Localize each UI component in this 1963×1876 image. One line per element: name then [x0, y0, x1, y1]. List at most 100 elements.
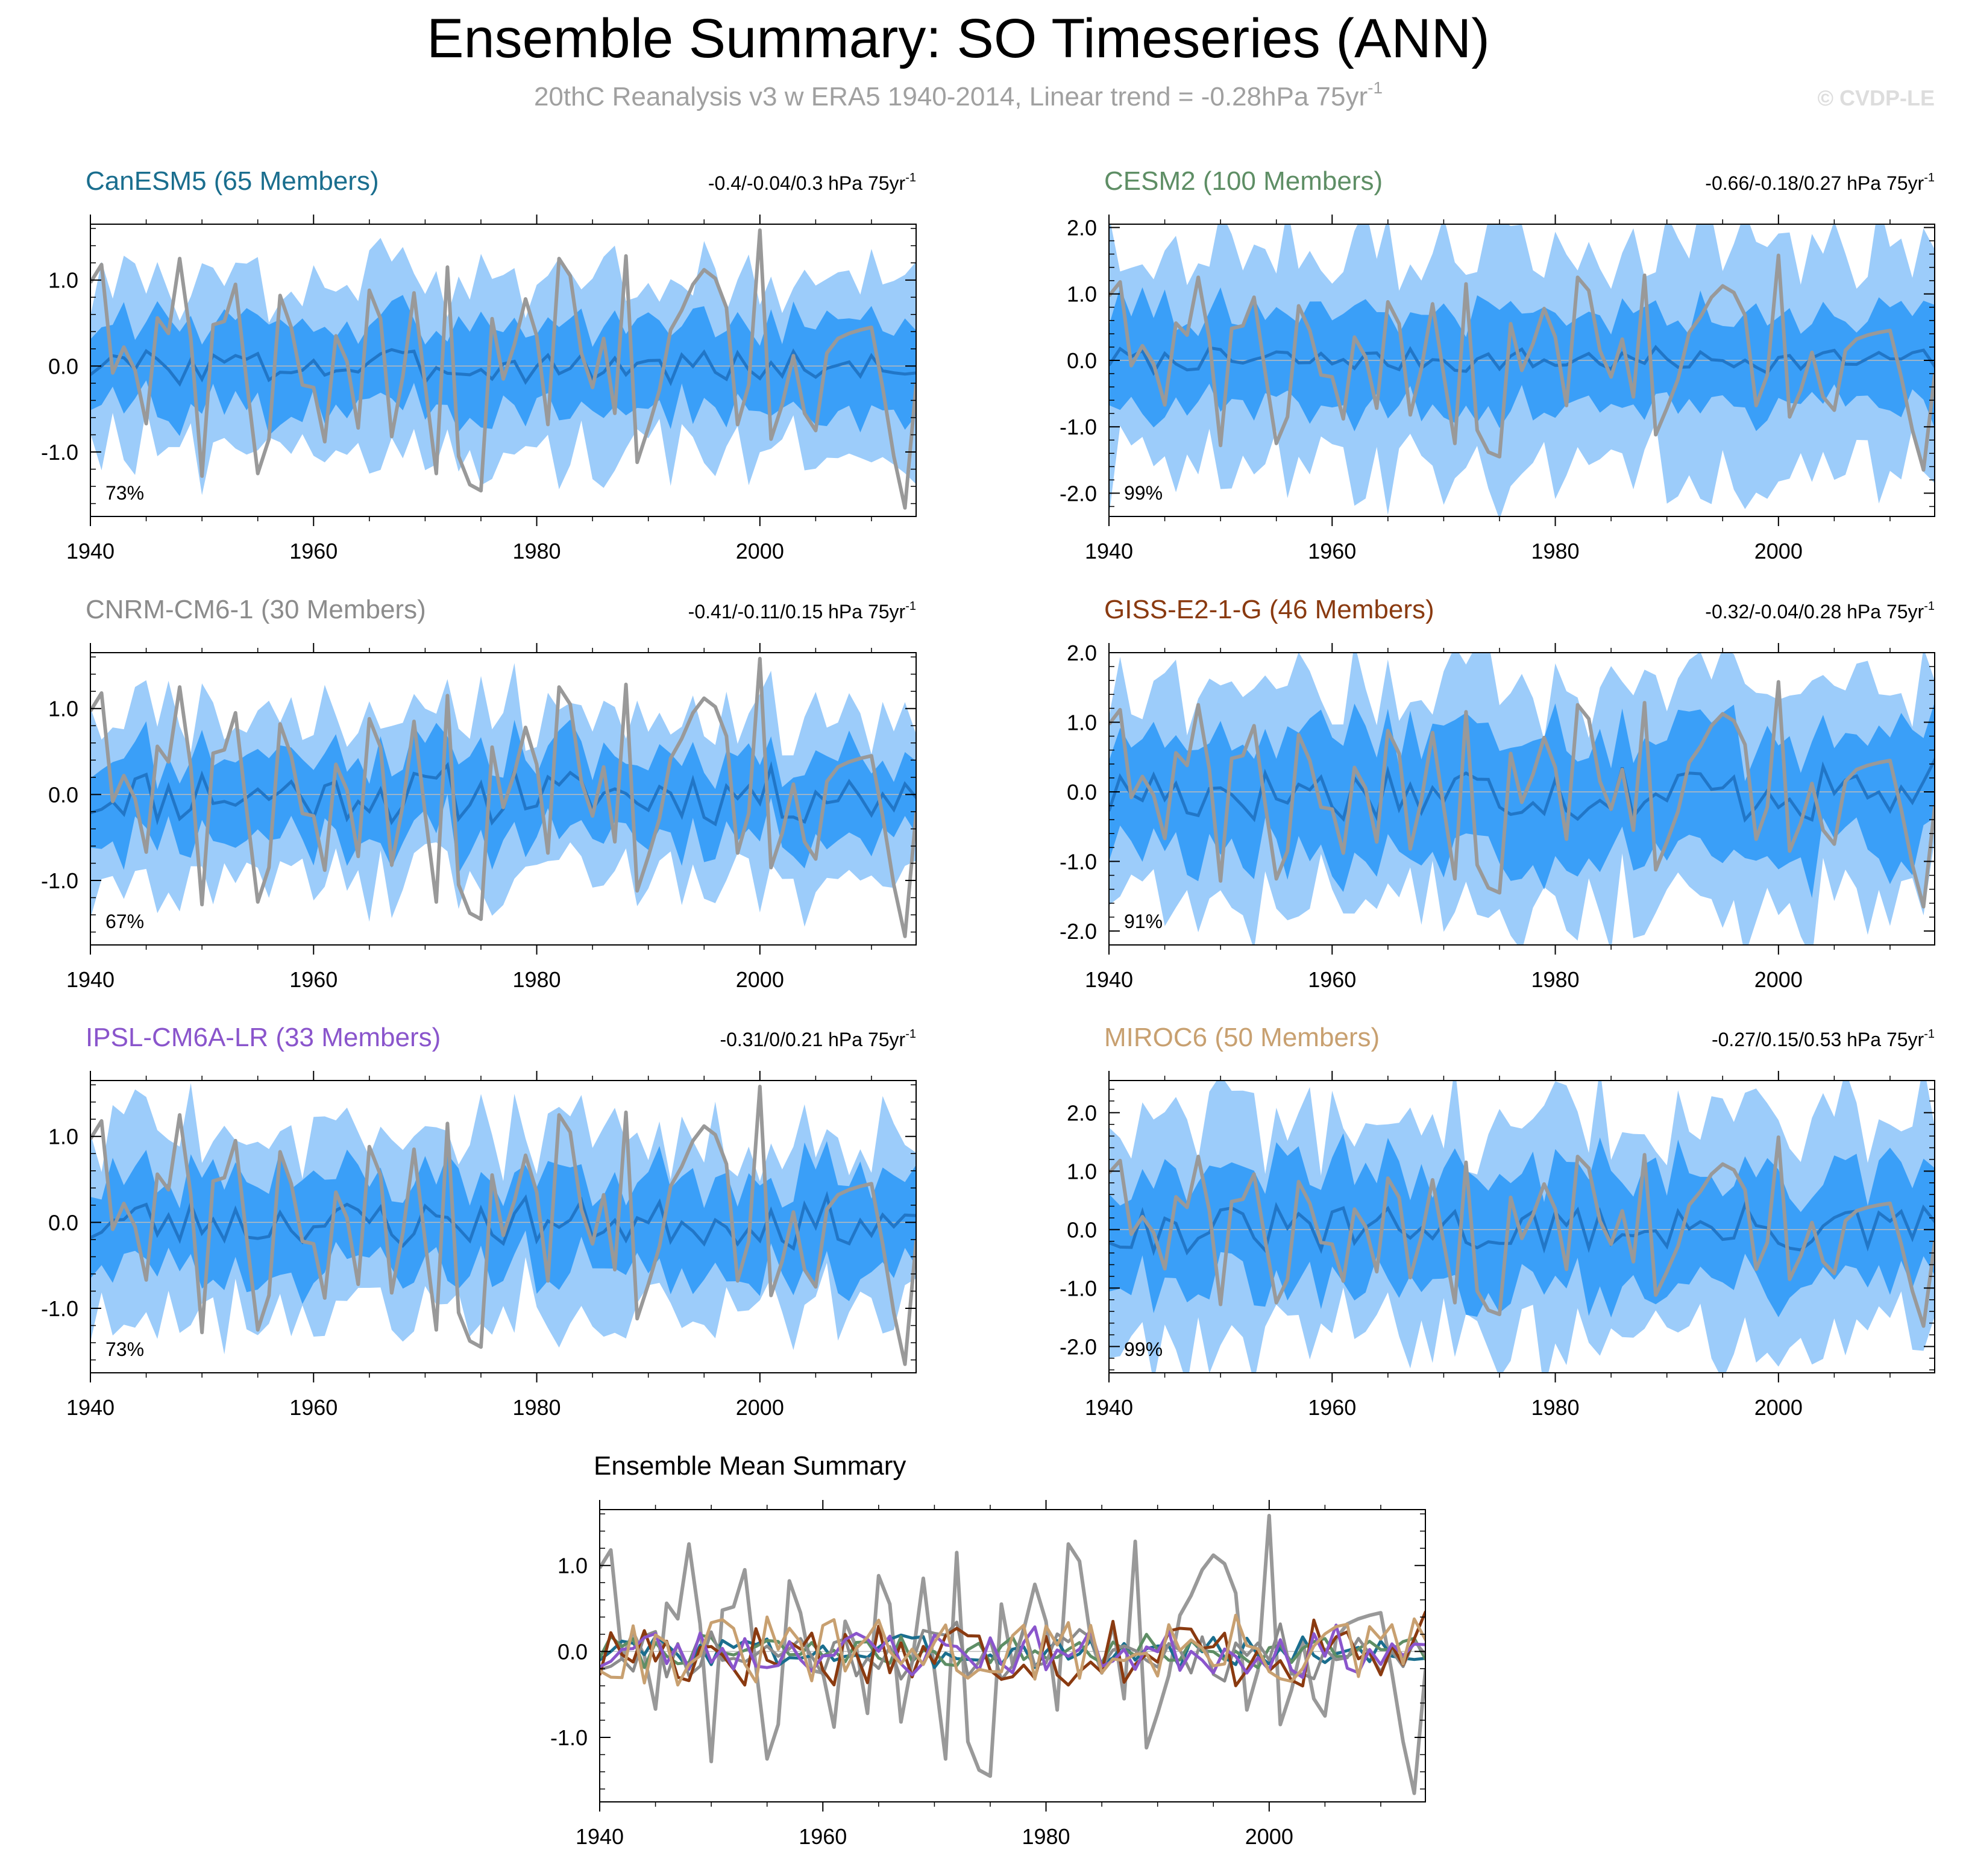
x-tick-label: 2000 — [1245, 1824, 1293, 1849]
y-tick-label: -1.0 — [1060, 415, 1097, 439]
percent-label: 73% — [105, 482, 144, 504]
x-tick-label: 1960 — [1308, 539, 1356, 563]
panel-cnrm: CNRM-CM6-1 (30 Members) -0.41/-0.11/0.15 … — [41, 595, 917, 992]
y-tick-label: -1.0 — [550, 1725, 588, 1750]
panel-trend-value: -0.4/-0.04/0.3 hPa 75yr — [708, 172, 906, 194]
panel-title: MIROC6 (50 Members) — [1104, 1023, 1380, 1052]
inner-spread-band — [1109, 1133, 1935, 1318]
figure-subtitle: 20thC Reanalysis v3 w ERA5 1940-2014, Li… — [534, 78, 1383, 111]
panel-canesm5: CanESM5 (65 Members) -0.4/-0.04/0.3 hPa 7… — [41, 166, 917, 563]
x-tick-label: 2000 — [1754, 967, 1803, 992]
x-tick-label: 1980 — [512, 539, 561, 563]
x-tick-label: 1980 — [1022, 1824, 1070, 1849]
x-tick-label: 1960 — [289, 1395, 338, 1420]
panel-trend-sup: -1 — [905, 1027, 916, 1041]
y-tick-label: -2.0 — [1060, 481, 1097, 506]
watermark: © CVDP-LE — [1817, 86, 1935, 110]
panel-trend-sup: -1 — [905, 600, 916, 613]
panel-data — [90, 657, 916, 938]
panel-title: CNRM-CM6-1 (30 Members) — [86, 595, 426, 624]
panels-group: CanESM5 (65 Members) -0.4/-0.04/0.3 hPa 7… — [41, 166, 1935, 1420]
y-tick-label: 0.0 — [1067, 780, 1097, 805]
panel-trend-value: -0.32/-0.04/0.28 hPa 75yr — [1705, 601, 1924, 623]
observed-line — [90, 657, 916, 938]
plot-frame — [1108, 224, 1935, 517]
subtitle-sup: -1 — [1368, 78, 1383, 97]
x-tick-label: 1940 — [66, 967, 115, 992]
y-tick-label: 1.0 — [48, 268, 78, 293]
x-tick-label: 2000 — [736, 539, 784, 563]
panel-trend-value: -0.41/-0.11/0.15 hPa 75yr — [688, 601, 906, 623]
summary-title: Ensemble Mean Summary — [594, 1451, 906, 1481]
x-tick-label: 1940 — [1085, 539, 1133, 563]
y-tick-label: -2.0 — [1060, 1334, 1097, 1359]
ensemble-mean-miroc6 — [600, 1613, 1425, 1687]
panel-trend-sup: -1 — [1924, 600, 1935, 613]
x-tick-label: 1940 — [1085, 967, 1133, 992]
panel-cesm2: CESM2 (100 Members) -0.66/-0.18/0.27 hPa … — [1060, 166, 1935, 563]
panel-trend: -0.4/-0.04/0.3 hPa 75yr-1 — [708, 171, 916, 194]
observed-line — [1109, 1135, 1935, 1328]
panel-miroc6: MIROC6 (50 Members) -0.27/0.15/0.53 hPa 7… — [1060, 1023, 1935, 1420]
panel-trend-sup: -1 — [1924, 171, 1935, 184]
panel-data — [1109, 224, 1935, 516]
x-tick-label: 1960 — [289, 539, 338, 563]
panel-title: CESM2 (100 Members) — [1104, 166, 1383, 196]
ensemble-mean-line — [90, 348, 916, 387]
panel-trend-sup: -1 — [1924, 1027, 1935, 1041]
subtitle-main: 20thC Reanalysis v3 w ERA5 1940-2014, Li… — [534, 82, 1368, 111]
y-tick-label: -1.0 — [41, 440, 78, 465]
x-tick-label: 2000 — [1754, 1395, 1803, 1420]
y-tick-label: 2.0 — [1067, 1100, 1097, 1125]
percent-label: 73% — [105, 1338, 144, 1360]
observed-line — [90, 1085, 916, 1366]
x-tick-label: 1960 — [1308, 1395, 1356, 1420]
x-tick-label: 1960 — [1308, 967, 1356, 992]
panel-data — [1109, 653, 1935, 945]
x-tick-label: 1940 — [66, 1395, 115, 1420]
ensemble-mean-line — [1109, 345, 1935, 376]
x-tick-label: 1960 — [799, 1824, 847, 1849]
observed-line — [90, 228, 916, 510]
panel-trend: -0.41/-0.11/0.15 hPa 75yr-1 — [688, 600, 916, 623]
y-tick-label: 1.0 — [1067, 1159, 1097, 1184]
plot-frame — [90, 652, 917, 946]
panel-trend-value: -0.27/0.15/0.53 hPa 75yr — [1712, 1029, 1924, 1050]
y-tick-label: -2.0 — [1060, 919, 1097, 944]
plot-frame — [599, 1509, 1426, 1802]
y-tick-label: -1.0 — [41, 1296, 78, 1321]
summary-group: Ensemble Mean Summary 1.0 0.0 -1.0 1940 1960 1… — [550, 1451, 1426, 1849]
panel-ipsl: IPSL-CM6A-LR (33 Members) -0.31/0/0.21 hP… — [41, 1023, 917, 1420]
x-tick-label: 1980 — [1531, 967, 1579, 992]
panel-trend-sup: -1 — [905, 171, 916, 184]
panel-title: IPSL-CM6A-LR (33 Members) — [86, 1023, 441, 1052]
plot-frame — [90, 1080, 917, 1373]
percent-label: 99% — [1124, 482, 1163, 504]
percent-label: 99% — [1124, 1338, 1163, 1360]
panel-data — [90, 228, 916, 510]
y-tick-label: 2.0 — [1067, 216, 1097, 240]
panel-title: GISS-E2-1-G (46 Members) — [1104, 595, 1434, 624]
y-tick-label: 0.0 — [1067, 1217, 1097, 1242]
panel-data — [90, 1083, 916, 1366]
x-tick-label: 1940 — [66, 539, 115, 563]
percent-label: 67% — [105, 911, 144, 932]
x-tick-label: 1960 — [289, 967, 338, 992]
inner-spread-band — [90, 720, 916, 873]
x-tick-label: 1980 — [1531, 539, 1579, 563]
y-tick-label: 0.0 — [1067, 348, 1097, 373]
x-tick-label: 1940 — [1085, 1395, 1133, 1420]
x-tick-label: 2000 — [736, 1395, 784, 1420]
panel-trend-value: -0.66/-0.18/0.27 hPa 75yr — [1705, 172, 1924, 194]
panel-trend: -0.27/0.15/0.53 hPa 75yr-1 — [1712, 1027, 1935, 1050]
percent-label: 91% — [1124, 911, 1163, 932]
panel-trend-value: -0.31/0/0.21 hPa 75yr — [720, 1029, 905, 1050]
panel-trend: -0.31/0/0.21 hPa 75yr-1 — [720, 1027, 916, 1050]
panel-trend: -0.66/-0.18/0.27 hPa 75yr-1 — [1705, 171, 1935, 194]
inner-spread-band — [1109, 287, 1935, 431]
y-tick-label: 1.0 — [1067, 282, 1097, 307]
y-tick-label: 0.0 — [557, 1639, 588, 1664]
y-tick-label: 0.0 — [48, 1210, 78, 1235]
y-tick-label: 1.0 — [48, 1125, 78, 1149]
